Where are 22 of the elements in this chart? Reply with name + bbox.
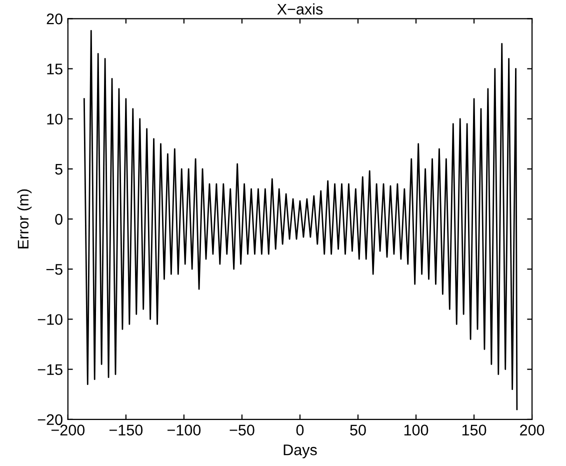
x-tick-label: −150 [109,424,143,436]
y-axis-title: Error (m) [17,189,32,248]
y-tick-label: 15 [47,64,62,74]
x-tick-label: 150 [462,424,486,436]
x-tick-label: 0 [296,424,304,436]
y-tick-label: 20 [46,14,62,24]
x-tick-label: −100 [168,424,201,436]
y-tick-label: 10 [47,114,62,125]
x-tick-label: 50 [350,424,366,436]
x-axis-title: Days [284,444,317,458]
y-tick-label: −15 [38,364,62,375]
chart-title: X−axis [277,3,323,15]
x-tick-label: −50 [230,424,254,436]
x-tick-label: −200 [51,424,85,436]
y-tick-label: 5 [55,164,62,175]
y-tick-label: −5 [46,264,62,275]
y-tick-label: −10 [38,314,62,325]
y-tick-label: −20 [38,414,62,426]
x-tick-label: 200 [520,424,544,436]
line-series [83,30,518,410]
x-tick-label: 100 [404,424,428,436]
y-tick-label: 0 [55,214,62,225]
